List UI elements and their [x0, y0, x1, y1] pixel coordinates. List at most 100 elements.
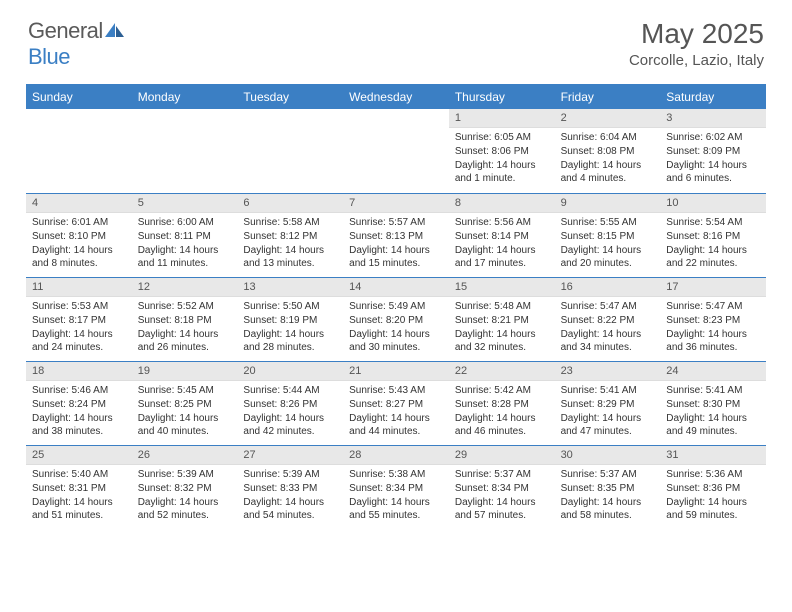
calendar-cell: 11Sunrise: 5:53 AMSunset: 8:17 PMDayligh… [26, 277, 132, 361]
daylight-text: Daylight: 14 hours and 49 minutes. [666, 412, 760, 438]
day-number: 2 [555, 109, 661, 128]
daylight-text: Daylight: 14 hours and 1 minute. [455, 159, 549, 185]
daylight-text: Daylight: 14 hours and 20 minutes. [561, 244, 655, 270]
daylight-text: Daylight: 14 hours and 36 minutes. [666, 328, 760, 354]
sunset-text: Sunset: 8:34 PM [455, 482, 549, 495]
sunset-text: Sunset: 8:30 PM [666, 398, 760, 411]
sunrise-text: Sunrise: 5:37 AM [561, 468, 655, 481]
sunrise-text: Sunrise: 5:48 AM [455, 300, 549, 313]
sunrise-text: Sunrise: 5:50 AM [243, 300, 337, 313]
day-header: Wednesday [343, 86, 449, 109]
sunrise-text: Sunrise: 5:37 AM [455, 468, 549, 481]
day-number: 13 [237, 278, 343, 297]
sunset-text: Sunset: 8:23 PM [666, 314, 760, 327]
day-header: Sunday [26, 86, 132, 109]
day-info: Sunrise: 6:00 AMSunset: 8:11 PMDaylight:… [132, 213, 238, 275]
daylight-text: Daylight: 14 hours and 13 minutes. [243, 244, 337, 270]
sunset-text: Sunset: 8:35 PM [561, 482, 655, 495]
day-info: Sunrise: 5:50 AMSunset: 8:19 PMDaylight:… [237, 297, 343, 359]
sunset-text: Sunset: 8:32 PM [138, 482, 232, 495]
day-number: 12 [132, 278, 238, 297]
day-number: 8 [449, 194, 555, 213]
logo-text: GeneralBlue [28, 18, 125, 70]
day-info: Sunrise: 5:39 AMSunset: 8:32 PMDaylight:… [132, 465, 238, 527]
daylight-text: Daylight: 14 hours and 52 minutes. [138, 496, 232, 522]
day-header: Tuesday [237, 86, 343, 109]
daylight-text: Daylight: 14 hours and 15 minutes. [349, 244, 443, 270]
calendar-cell: 21Sunrise: 5:43 AMSunset: 8:27 PMDayligh… [343, 361, 449, 445]
day-info: Sunrise: 5:37 AMSunset: 8:35 PMDaylight:… [555, 465, 661, 527]
day-number: 20 [237, 362, 343, 381]
daylight-text: Daylight: 14 hours and 44 minutes. [349, 412, 443, 438]
daylight-text: Daylight: 14 hours and 34 minutes. [561, 328, 655, 354]
calendar-cell: 31Sunrise: 5:36 AMSunset: 8:36 PMDayligh… [660, 445, 766, 529]
day-number: 3 [660, 109, 766, 128]
calendar-cell: 30Sunrise: 5:37 AMSunset: 8:35 PMDayligh… [555, 445, 661, 529]
day-info: Sunrise: 5:44 AMSunset: 8:26 PMDaylight:… [237, 381, 343, 443]
sunrise-text: Sunrise: 5:46 AM [32, 384, 126, 397]
calendar-cell: 5Sunrise: 6:00 AMSunset: 8:11 PMDaylight… [132, 193, 238, 277]
sunrise-text: Sunrise: 5:38 AM [349, 468, 443, 481]
calendar-cell: 15Sunrise: 5:48 AMSunset: 8:21 PMDayligh… [449, 277, 555, 361]
calendar-cell: 28Sunrise: 5:38 AMSunset: 8:34 PMDayligh… [343, 445, 449, 529]
calendar-cell: 3Sunrise: 6:02 AMSunset: 8:09 PMDaylight… [660, 109, 766, 193]
daylight-text: Daylight: 14 hours and 17 minutes. [455, 244, 549, 270]
sunrise-text: Sunrise: 5:43 AM [349, 384, 443, 397]
calendar-cell: 10Sunrise: 5:54 AMSunset: 8:16 PMDayligh… [660, 193, 766, 277]
sunset-text: Sunset: 8:06 PM [455, 145, 549, 158]
sunrise-text: Sunrise: 5:36 AM [666, 468, 760, 481]
day-number: 22 [449, 362, 555, 381]
daylight-text: Daylight: 14 hours and 58 minutes. [561, 496, 655, 522]
logo: GeneralBlue [28, 18, 125, 70]
calendar-cell: 13Sunrise: 5:50 AMSunset: 8:19 PMDayligh… [237, 277, 343, 361]
header: GeneralBlue May 2025 Corcolle, Lazio, It… [0, 0, 792, 78]
daylight-text: Daylight: 14 hours and 4 minutes. [561, 159, 655, 185]
daylight-text: Daylight: 14 hours and 59 minutes. [666, 496, 760, 522]
day-info: Sunrise: 5:53 AMSunset: 8:17 PMDaylight:… [26, 297, 132, 359]
sunset-text: Sunset: 8:34 PM [349, 482, 443, 495]
sunrise-text: Sunrise: 5:49 AM [349, 300, 443, 313]
day-number: 18 [26, 362, 132, 381]
daylight-text: Daylight: 14 hours and 40 minutes. [138, 412, 232, 438]
calendar-cell: 8Sunrise: 5:56 AMSunset: 8:14 PMDaylight… [449, 193, 555, 277]
calendar-cell: 4Sunrise: 6:01 AMSunset: 8:10 PMDaylight… [26, 193, 132, 277]
calendar-cell: . [26, 109, 132, 193]
sunrise-text: Sunrise: 5:39 AM [243, 468, 337, 481]
calendar-cell: 19Sunrise: 5:45 AMSunset: 8:25 PMDayligh… [132, 361, 238, 445]
day-info: Sunrise: 6:04 AMSunset: 8:08 PMDaylight:… [555, 128, 661, 190]
day-number: 10 [660, 194, 766, 213]
day-number: 15 [449, 278, 555, 297]
day-info: Sunrise: 5:58 AMSunset: 8:12 PMDaylight:… [237, 213, 343, 275]
day-info: Sunrise: 6:05 AMSunset: 8:06 PMDaylight:… [449, 128, 555, 190]
day-info: Sunrise: 5:45 AMSunset: 8:25 PMDaylight:… [132, 381, 238, 443]
sunset-text: Sunset: 8:21 PM [455, 314, 549, 327]
sunrise-text: Sunrise: 5:55 AM [561, 216, 655, 229]
day-header: Thursday [449, 86, 555, 109]
calendar-cell: 24Sunrise: 5:41 AMSunset: 8:30 PMDayligh… [660, 361, 766, 445]
day-info: Sunrise: 5:42 AMSunset: 8:28 PMDaylight:… [449, 381, 555, 443]
day-number: 28 [343, 446, 449, 465]
day-info: Sunrise: 5:47 AMSunset: 8:23 PMDaylight:… [660, 297, 766, 359]
sunrise-text: Sunrise: 6:01 AM [32, 216, 126, 229]
daylight-text: Daylight: 14 hours and 57 minutes. [455, 496, 549, 522]
day-number: 23 [555, 362, 661, 381]
calendar-cell: 18Sunrise: 5:46 AMSunset: 8:24 PMDayligh… [26, 361, 132, 445]
daylight-text: Daylight: 14 hours and 51 minutes. [32, 496, 126, 522]
day-info: Sunrise: 5:55 AMSunset: 8:15 PMDaylight:… [555, 213, 661, 275]
logo-text-1: General [28, 18, 103, 43]
sunset-text: Sunset: 8:09 PM [666, 145, 760, 158]
calendar-cell: 6Sunrise: 5:58 AMSunset: 8:12 PMDaylight… [237, 193, 343, 277]
calendar-cell: 17Sunrise: 5:47 AMSunset: 8:23 PMDayligh… [660, 277, 766, 361]
daylight-text: Daylight: 14 hours and 54 minutes. [243, 496, 337, 522]
day-number: 4 [26, 194, 132, 213]
calendar-cell: 2Sunrise: 6:04 AMSunset: 8:08 PMDaylight… [555, 109, 661, 193]
day-info: Sunrise: 5:36 AMSunset: 8:36 PMDaylight:… [660, 465, 766, 527]
day-info: Sunrise: 6:01 AMSunset: 8:10 PMDaylight:… [26, 213, 132, 275]
day-info: Sunrise: 5:41 AMSunset: 8:30 PMDaylight:… [660, 381, 766, 443]
sunrise-text: Sunrise: 6:00 AM [138, 216, 232, 229]
day-number: 24 [660, 362, 766, 381]
day-info: Sunrise: 6:02 AMSunset: 8:09 PMDaylight:… [660, 128, 766, 190]
sunrise-text: Sunrise: 5:58 AM [243, 216, 337, 229]
calendar-cell: . [237, 109, 343, 193]
day-number: 14 [343, 278, 449, 297]
